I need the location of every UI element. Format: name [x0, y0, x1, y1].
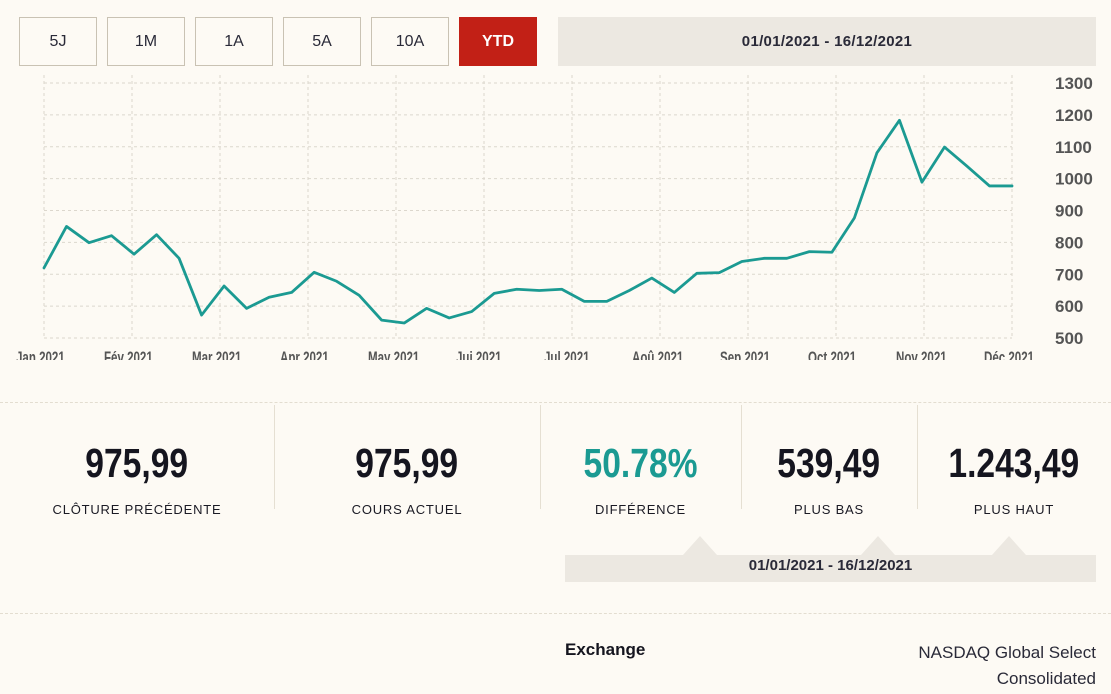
svg-text:Jul 2021: Jul 2021 — [544, 349, 590, 360]
svg-text:Apr 2021: Apr 2021 — [280, 349, 329, 360]
svg-text:500: 500 — [1055, 329, 1083, 348]
svg-text:600: 600 — [1055, 297, 1083, 316]
svg-text:Sep 2021: Sep 2021 — [720, 349, 770, 360]
svg-text:Mar 2021: Mar 2021 — [192, 349, 241, 360]
svg-text:May 2021: May 2021 — [368, 349, 419, 360]
svg-text:1300: 1300 — [1055, 75, 1093, 93]
svg-text:Oct 2021: Oct 2021 — [808, 349, 856, 360]
svg-text:Jui 2021: Jui 2021 — [456, 349, 502, 360]
svg-text:Jan 2021: Jan 2021 — [16, 349, 65, 360]
svg-text:Nov 2021: Nov 2021 — [896, 349, 947, 360]
svg-text:700: 700 — [1055, 265, 1083, 284]
svg-text:900: 900 — [1055, 202, 1083, 221]
svg-text:800: 800 — [1055, 233, 1083, 252]
svg-text:Fév 2021: Fév 2021 — [104, 349, 153, 360]
svg-text:Aoû 2021: Aoû 2021 — [632, 349, 683, 360]
svg-text:1100: 1100 — [1055, 138, 1092, 157]
svg-text:1200: 1200 — [1055, 106, 1093, 125]
svg-text:Déc 2021: Déc 2021 — [984, 349, 1034, 360]
svg-text:1000: 1000 — [1055, 170, 1093, 189]
